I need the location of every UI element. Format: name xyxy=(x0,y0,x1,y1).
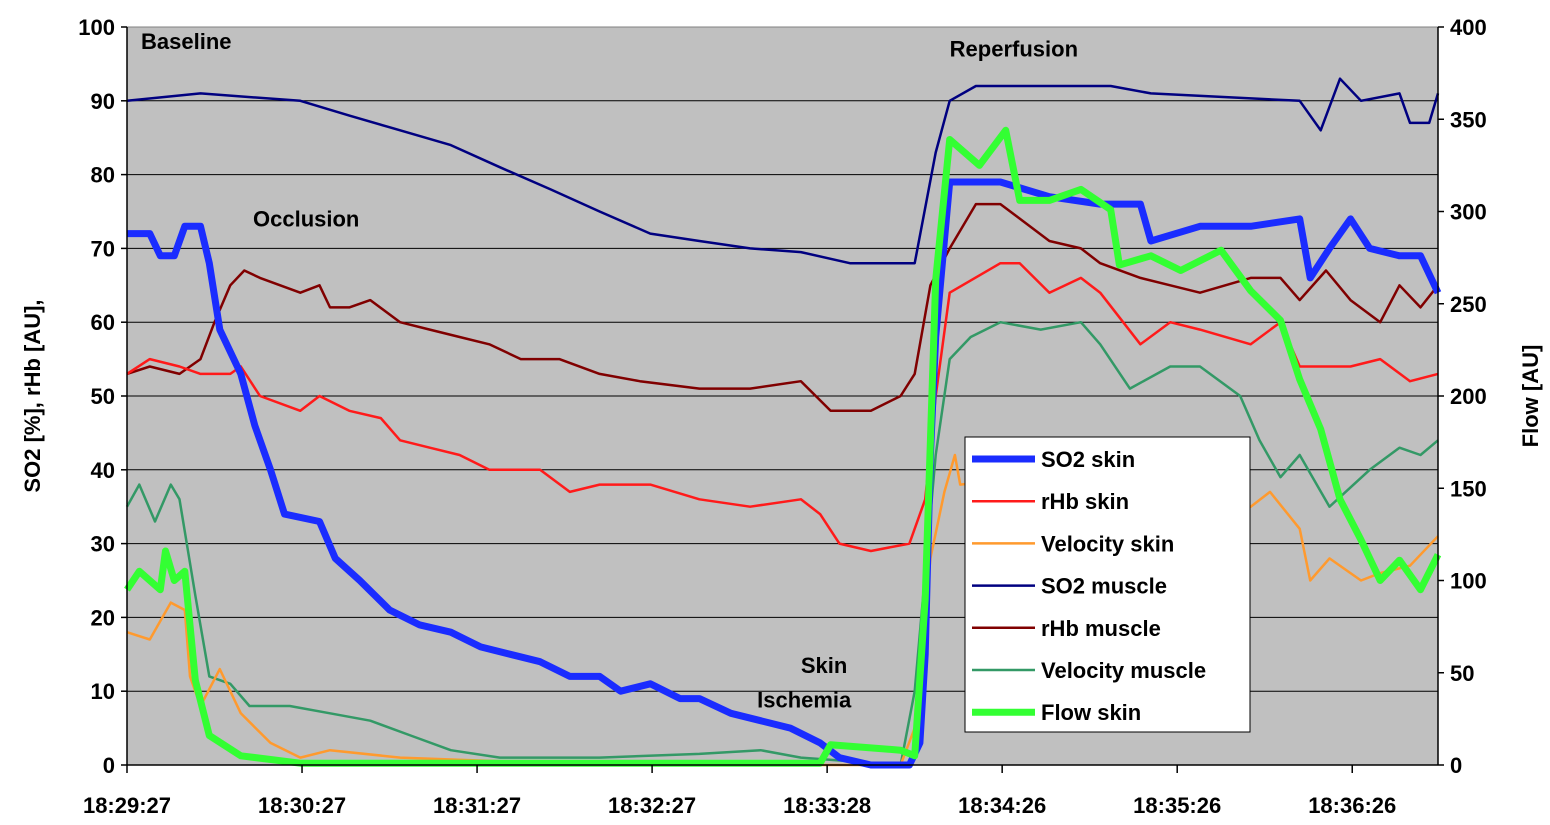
y2-tick-label: 50 xyxy=(1450,661,1474,686)
legend-label: Velocity skin xyxy=(1041,531,1174,556)
y-tick-label: 20 xyxy=(91,605,115,630)
legend-label: Velocity muscle xyxy=(1041,658,1206,683)
annotation: Occlusion xyxy=(253,206,359,231)
series-line-rhb-skin xyxy=(126,261,1439,553)
x-tick-label: 18:34:26 xyxy=(958,793,1046,818)
series-line-flow-skin xyxy=(124,126,1442,767)
y2-tick-label: 350 xyxy=(1450,107,1487,132)
y2-tick-label: 400 xyxy=(1450,15,1487,40)
y-tick-label: 100 xyxy=(78,15,115,40)
x-tick-label: 18:29:27 xyxy=(83,793,171,818)
y2-tick-label: 200 xyxy=(1450,384,1487,409)
annotation: Reperfusion xyxy=(950,37,1078,62)
x-tick-label: 18:33:28 xyxy=(783,793,871,818)
series-line-so2-skin xyxy=(127,178,1442,769)
x-tick-label: 18:31:27 xyxy=(433,793,521,818)
y-tick-label: 80 xyxy=(91,163,115,188)
y-tick-label: 50 xyxy=(91,384,115,409)
y-tick-label: 0 xyxy=(103,753,115,778)
annotation: Baseline xyxy=(141,29,232,54)
legend-label: SO2 skin xyxy=(1041,447,1135,472)
y-axis-label: SO2 [%], rHb [AU], xyxy=(20,299,45,492)
y2-tick-label: 300 xyxy=(1450,200,1487,225)
legend-label: rHb muscle xyxy=(1041,616,1161,641)
annotation: Skin xyxy=(801,653,847,678)
x-tick-label: 18:35:26 xyxy=(1133,793,1221,818)
y2-tick-label: 0 xyxy=(1450,753,1462,778)
y2-tick-label: 250 xyxy=(1450,292,1487,317)
x-tick-label: 18:32:27 xyxy=(608,793,696,818)
y-tick-label: 70 xyxy=(91,236,115,261)
y-tick-label: 90 xyxy=(91,89,115,114)
y2-tick-label: 150 xyxy=(1450,476,1487,501)
x-tick-label: 18:36:26 xyxy=(1308,793,1396,818)
legend-label: rHb skin xyxy=(1041,489,1129,514)
x-tick-label: 18:30:27 xyxy=(258,793,346,818)
series-line-rhb-muscle xyxy=(126,202,1439,413)
y2-axis-label: Flow [AU] xyxy=(1518,345,1543,448)
series-line-so2-muscle xyxy=(126,77,1440,265)
y-tick-label: 60 xyxy=(91,310,115,335)
annotation: Ischemia xyxy=(757,687,852,712)
legend: SO2 skin rHb skin Velocity skin SO2 muscle r… xyxy=(964,436,1251,733)
legend-label: SO2 muscle xyxy=(1041,574,1167,599)
y2-tick-label: 100 xyxy=(1450,569,1487,594)
legend-label: Flow skin xyxy=(1041,700,1141,725)
y-tick-label: 30 xyxy=(91,532,115,557)
y-tick-label: 40 xyxy=(91,458,115,483)
y-tick-label: 10 xyxy=(91,679,115,704)
